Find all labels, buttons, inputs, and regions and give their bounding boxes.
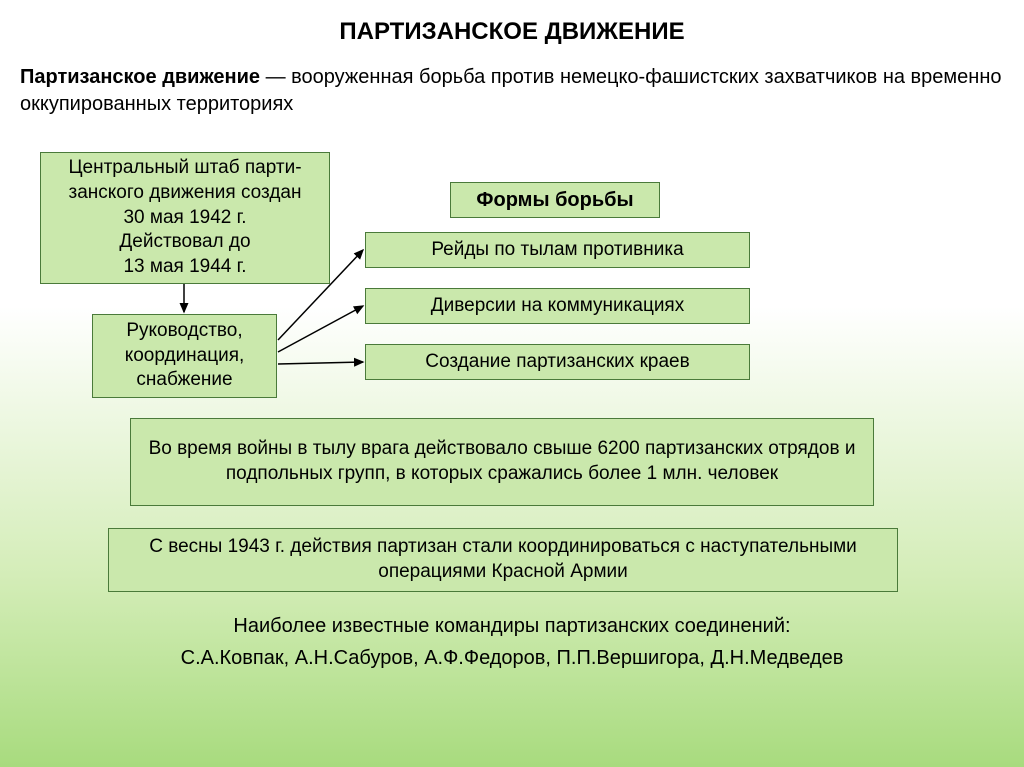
stats-box: Во время войны в тылу врага действовало … (130, 418, 874, 506)
commanders-intro: Наиболее известные командиры партизански… (0, 610, 1024, 642)
spring-box: С весны 1943 г. действия партизан стали … (108, 528, 898, 592)
commanders-block: Наиболее известные командиры партизански… (0, 610, 1024, 674)
form-box-2: Диверсии на коммуникациях (365, 288, 750, 324)
definition-term: Партизанское движение (20, 66, 260, 88)
definition-text: Партизанское движение — вооруженная борь… (0, 46, 1024, 118)
forms-header-box: Формы борьбы (450, 182, 660, 218)
form-box-3: Создание партизанских краев (365, 344, 750, 380)
commanders-list: С.А.Ковпак, А.Н.Сабуров, А.Ф.Федоров, П.… (0, 642, 1024, 674)
page-title: ПАРТИЗАНСКОЕ ДВИЖЕНИЕ (0, 0, 1024, 46)
form-box-1: Рейды по тылам противника (365, 232, 750, 268)
hq-box: Центральный штаб парти-занского движения… (40, 152, 330, 284)
coordination-box: Руководство,координация,снабжение (92, 314, 277, 398)
